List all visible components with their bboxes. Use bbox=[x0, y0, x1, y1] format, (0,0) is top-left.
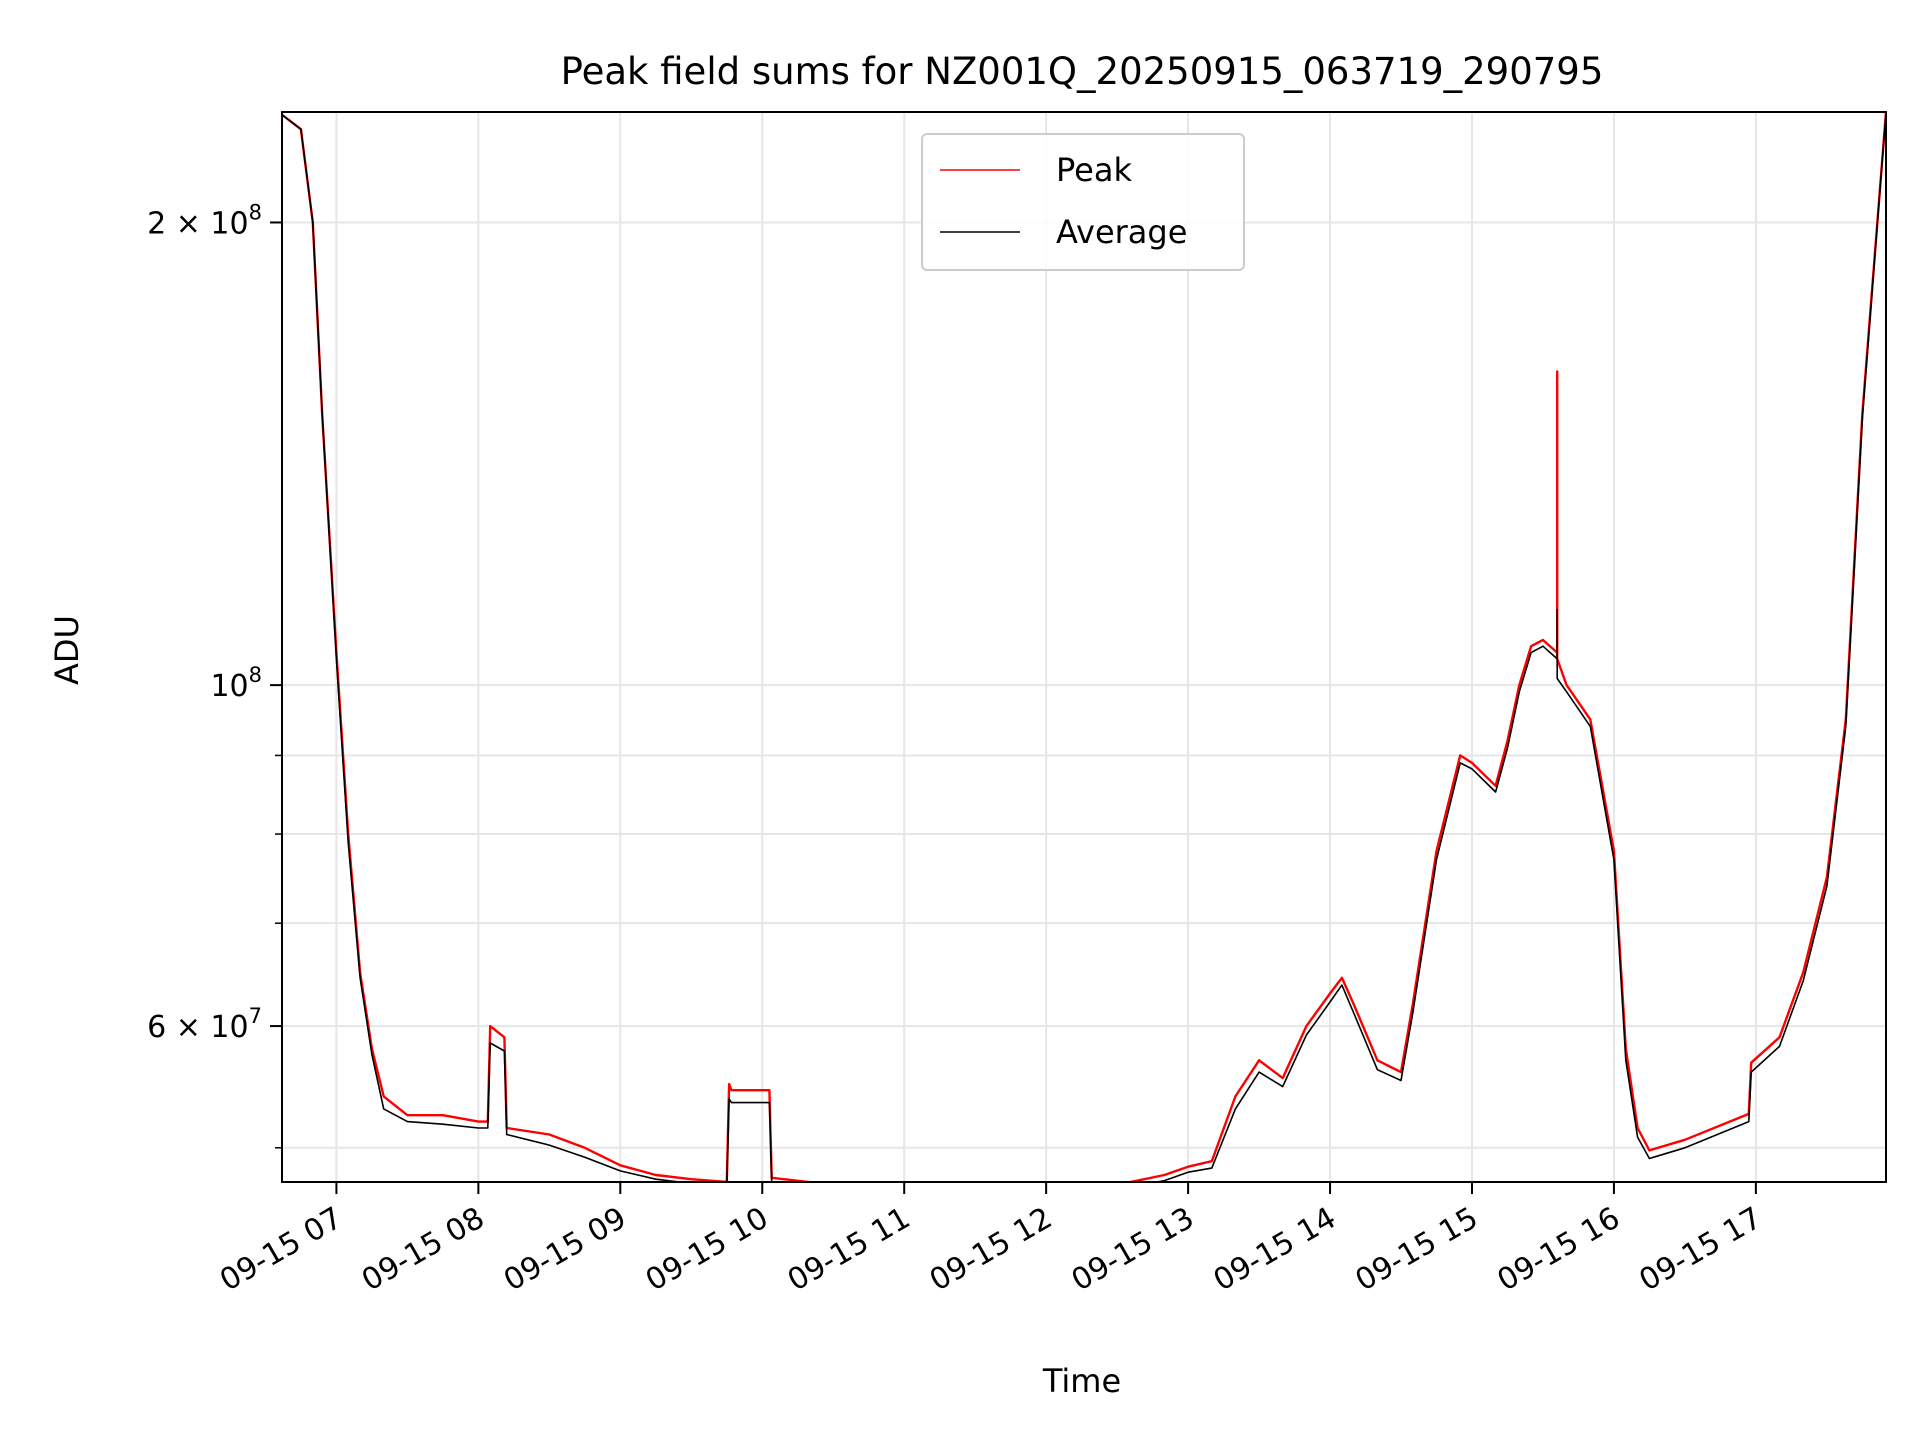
y-axis-label: ADU bbox=[48, 615, 86, 685]
legend-label-average: Average bbox=[1056, 213, 1187, 251]
y-tick-label: 108 bbox=[210, 663, 262, 704]
y-tick-label: 6 × 107 bbox=[147, 1004, 262, 1045]
plot-area-frame bbox=[281, 111, 1887, 1183]
plot-series bbox=[282, 112, 1886, 1182]
x-axis-label: Time bbox=[1042, 1362, 1121, 1400]
chart-title: Peak field sums for NZ001Q_20250915_0637… bbox=[561, 50, 1604, 93]
y-tick-label: 2 × 108 bbox=[147, 200, 262, 241]
legend-label-peak: Peak bbox=[1056, 151, 1132, 189]
y-axis: 6 × 107 108 2 × 108 bbox=[147, 200, 282, 1149]
legend: Peak Average bbox=[921, 133, 1245, 271]
legend-box bbox=[921, 133, 1245, 271]
series-line-average bbox=[282, 112, 1886, 1182]
